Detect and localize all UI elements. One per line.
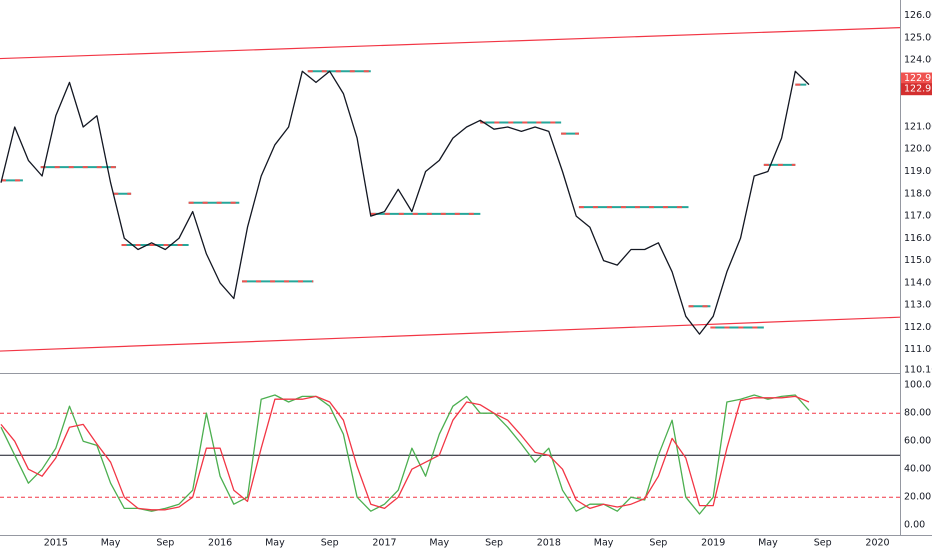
x-tick-label: 2019 — [701, 538, 725, 549]
y-tick-label: 112.00 — [904, 322, 932, 333]
x-tick-label: May — [758, 538, 778, 549]
price-badge — [901, 83, 932, 96]
y-tick-label: 114.00 — [904, 277, 932, 288]
x-tick-label: Sep — [156, 538, 174, 549]
x-tick-label: 2018 — [537, 538, 561, 549]
y-tick-label: 121.00 — [904, 121, 932, 132]
y-tick-label: 117.00 — [904, 211, 932, 222]
y-tick-label: 120.00 — [904, 144, 932, 155]
y-tick-label: 126.00 — [904, 10, 932, 21]
x-tick-label: 2016 — [208, 538, 232, 549]
series-line — [0, 395, 810, 511]
x-tick-label: 2015 — [44, 538, 68, 549]
y-tick-label: 111.00 — [904, 344, 932, 355]
price-badge-label: 122.92 — [904, 84, 932, 95]
y-tick-label: 20.00 — [904, 492, 931, 503]
y-tick-label: 60.00 — [904, 436, 931, 447]
x-tick-label: May — [429, 538, 449, 549]
y-tick-label: 119.00 — [904, 166, 932, 177]
x-tick-label: Sep — [649, 538, 667, 549]
x-tick-label: Sep — [321, 538, 339, 549]
y-tick-label: 40.00 — [904, 464, 931, 475]
trend-line — [0, 316, 901, 352]
x-tick-label: May — [594, 538, 614, 549]
y-tick-label: 125.00 — [904, 32, 932, 43]
series-line — [0, 394, 810, 515]
price-badge — [901, 72, 932, 85]
series-line — [0, 70, 810, 335]
y-tick-label: 115.00 — [904, 255, 932, 266]
x-tick-label: 2017 — [372, 538, 396, 549]
trend-line — [0, 27, 901, 60]
x-tick-label: May — [101, 538, 121, 549]
y-tick-label: 100.00 — [904, 380, 932, 391]
y-tick-label: 113.00 — [904, 300, 932, 311]
price-badge-label: 122.95 — [904, 73, 932, 84]
y-tick-label: 118.00 — [904, 188, 932, 199]
y-tick-label: 0.00 — [904, 520, 925, 531]
y-tick-label: 110.10 — [904, 364, 932, 375]
x-tick-label: Sep — [814, 538, 832, 549]
y-tick-label: 80.00 — [904, 408, 931, 419]
x-tick-label: 2020 — [865, 538, 889, 549]
x-tick-label: Sep — [485, 538, 503, 549]
y-tick-label: 124.00 — [904, 55, 932, 66]
x-tick-label: May — [265, 538, 285, 549]
y-tick-label: 116.00 — [904, 233, 932, 244]
